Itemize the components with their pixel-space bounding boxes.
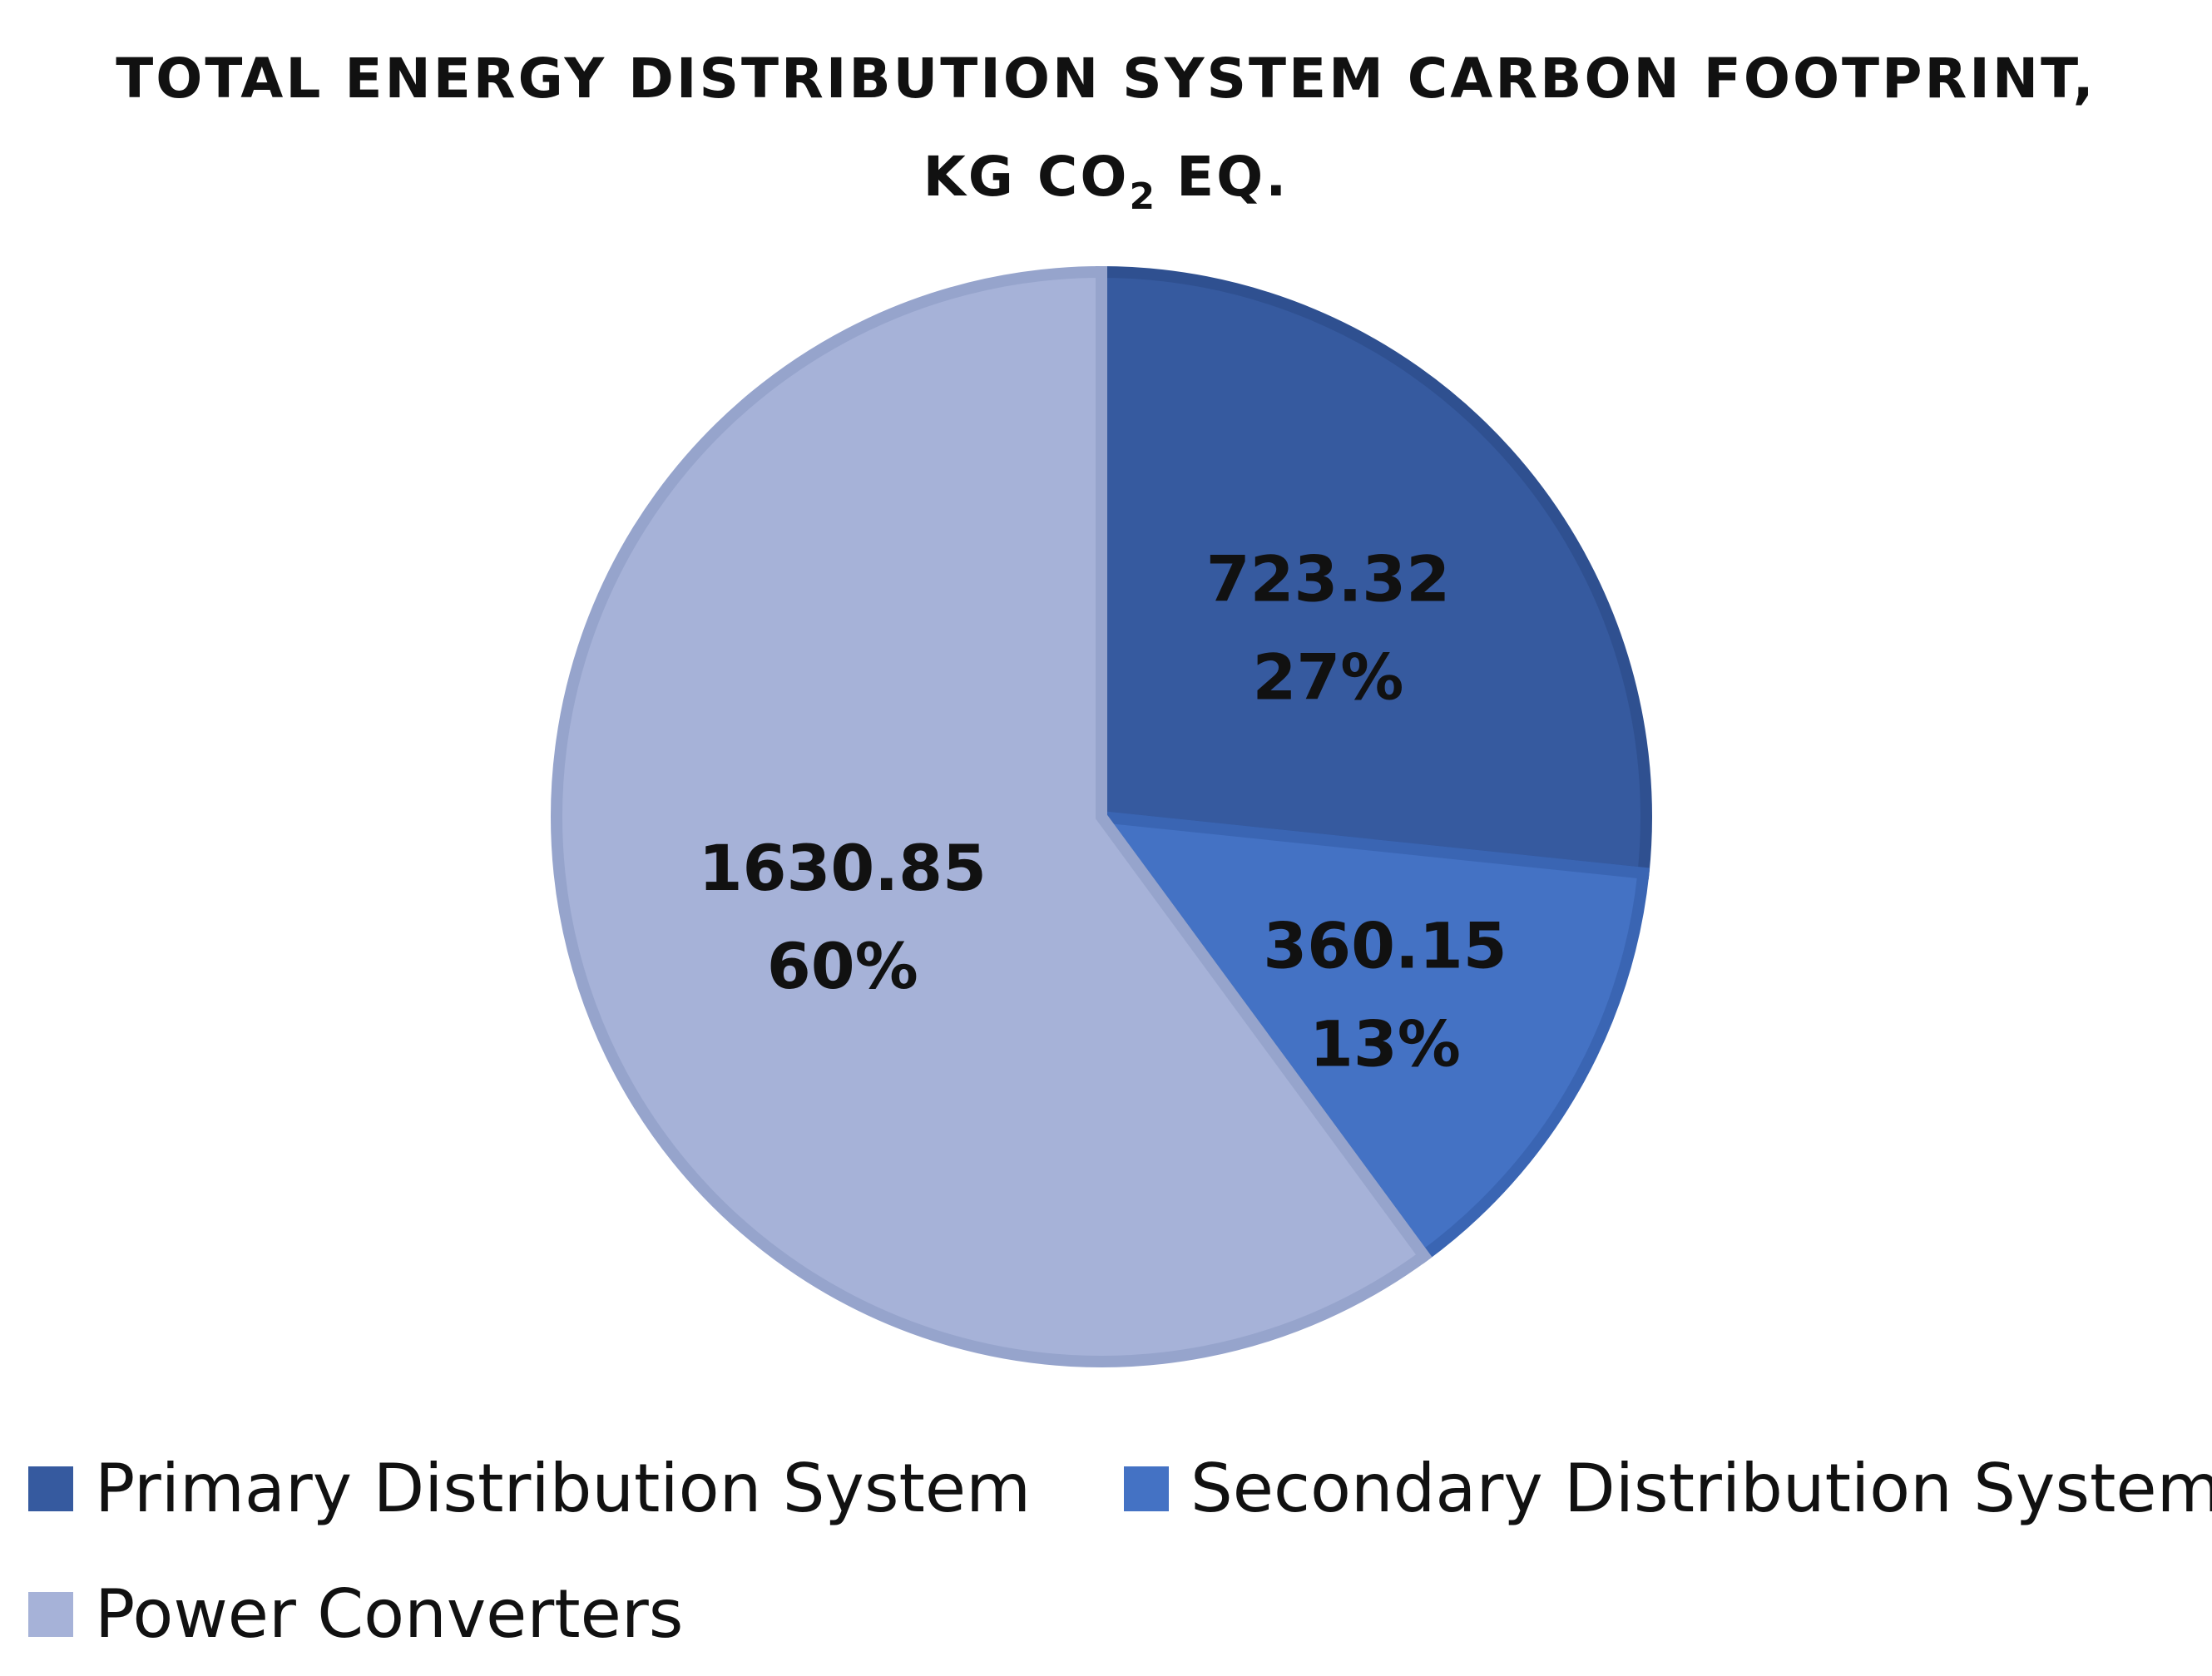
data-label-percent-power-converters: 60% [767,929,918,1003]
chart-title-unit: KG CO [923,145,1130,209]
pie-slice-power-converters [551,265,1433,1367]
pie-slice-primary [1096,265,1652,880]
chart-title: TOTAL ENERGY DISTRIBUTION SYSTEM CARBON … [0,30,2212,246]
chart-title-subscript: 2 [1129,176,1155,218]
data-label-percent-primary: 27% [1252,640,1403,714]
chart-title-suffix: EQ. [1155,145,1289,209]
data-label-percent-secondary: 13% [1309,1006,1461,1080]
chart-title-line-2: KG CO2 EQ. [0,128,2212,246]
data-label-value-power-converters: 1630.85 [699,831,987,905]
chart-title-line-1: TOTAL ENERGY DISTRIBUTION SYSTEM CARBON … [116,47,2096,111]
data-label-value-secondary: 360.15 [1263,908,1507,982]
pie-slices [551,265,1652,1367]
pie-data-labels: 723.32 27% 360.15 13% 1630.85 60% [699,541,1507,1080]
data-label-value-primary: 723.32 [1206,541,1450,616]
pie-slice-secondary [1088,809,1650,1264]
